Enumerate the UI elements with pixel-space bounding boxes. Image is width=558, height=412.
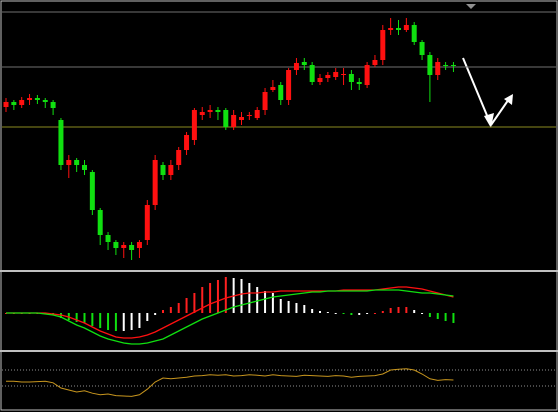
candle-body bbox=[246, 115, 252, 116]
candle-body bbox=[207, 110, 213, 112]
candle-body bbox=[113, 242, 119, 248]
candle-body bbox=[293, 63, 299, 70]
candle-body bbox=[66, 160, 72, 165]
candle-body bbox=[11, 102, 17, 105]
candle-body bbox=[176, 150, 182, 165]
candle-body bbox=[333, 72, 339, 77]
candle-body bbox=[129, 245, 135, 250]
candle-body bbox=[388, 28, 394, 30]
candle-body bbox=[223, 110, 229, 127]
candle-body bbox=[443, 65, 449, 66]
candle-body bbox=[254, 110, 260, 118]
candle-body bbox=[325, 75, 331, 78]
candle-body bbox=[58, 120, 64, 165]
drawn-arrow bbox=[462, 57, 513, 128]
macd-line bbox=[6, 289, 454, 345]
candle-body bbox=[380, 30, 386, 60]
candle-body bbox=[396, 28, 401, 30]
candle-body bbox=[356, 82, 362, 84]
candle-body bbox=[144, 205, 150, 240]
candle-body bbox=[136, 242, 142, 248]
oscillator-line bbox=[6, 368, 454, 397]
candle-body bbox=[427, 55, 433, 75]
candle-body bbox=[19, 100, 25, 105]
candle-body bbox=[450, 65, 456, 66]
candle-body bbox=[42, 100, 48, 102]
candle-body bbox=[411, 25, 417, 42]
candle-body bbox=[364, 65, 370, 85]
candle-body bbox=[286, 70, 292, 100]
candle-body bbox=[317, 78, 323, 82]
candle-body bbox=[27, 98, 33, 100]
candle-body bbox=[301, 62, 307, 65]
candle-body bbox=[419, 42, 425, 55]
candle-body bbox=[435, 62, 441, 75]
candle-body bbox=[82, 165, 87, 170]
candle-body bbox=[3, 102, 9, 107]
candle-body bbox=[309, 65, 315, 82]
candle-body bbox=[97, 210, 103, 235]
candle-body bbox=[191, 110, 197, 140]
candle-body bbox=[348, 74, 354, 82]
candle-body bbox=[74, 160, 80, 165]
shift-marker bbox=[466, 4, 476, 9]
candle-body bbox=[341, 74, 347, 75]
candle-body bbox=[403, 25, 409, 30]
candle-body bbox=[199, 112, 205, 115]
candle-body bbox=[50, 102, 56, 108]
candle-body bbox=[168, 165, 174, 175]
candle-body bbox=[231, 115, 237, 127]
candle-body bbox=[89, 172, 95, 210]
candle-body bbox=[270, 87, 276, 90]
plot-layer bbox=[2, 11, 556, 397]
candle-body bbox=[152, 160, 158, 205]
candle-body bbox=[215, 110, 221, 112]
candle-body bbox=[160, 165, 166, 175]
candle-body bbox=[372, 60, 378, 65]
candle-body bbox=[184, 135, 190, 150]
candle-body bbox=[262, 92, 268, 110]
candle-body bbox=[121, 245, 127, 248]
candle-body bbox=[239, 117, 244, 120]
candle-body bbox=[34, 98, 40, 100]
candle-body bbox=[278, 85, 284, 100]
candle-body bbox=[105, 235, 111, 242]
